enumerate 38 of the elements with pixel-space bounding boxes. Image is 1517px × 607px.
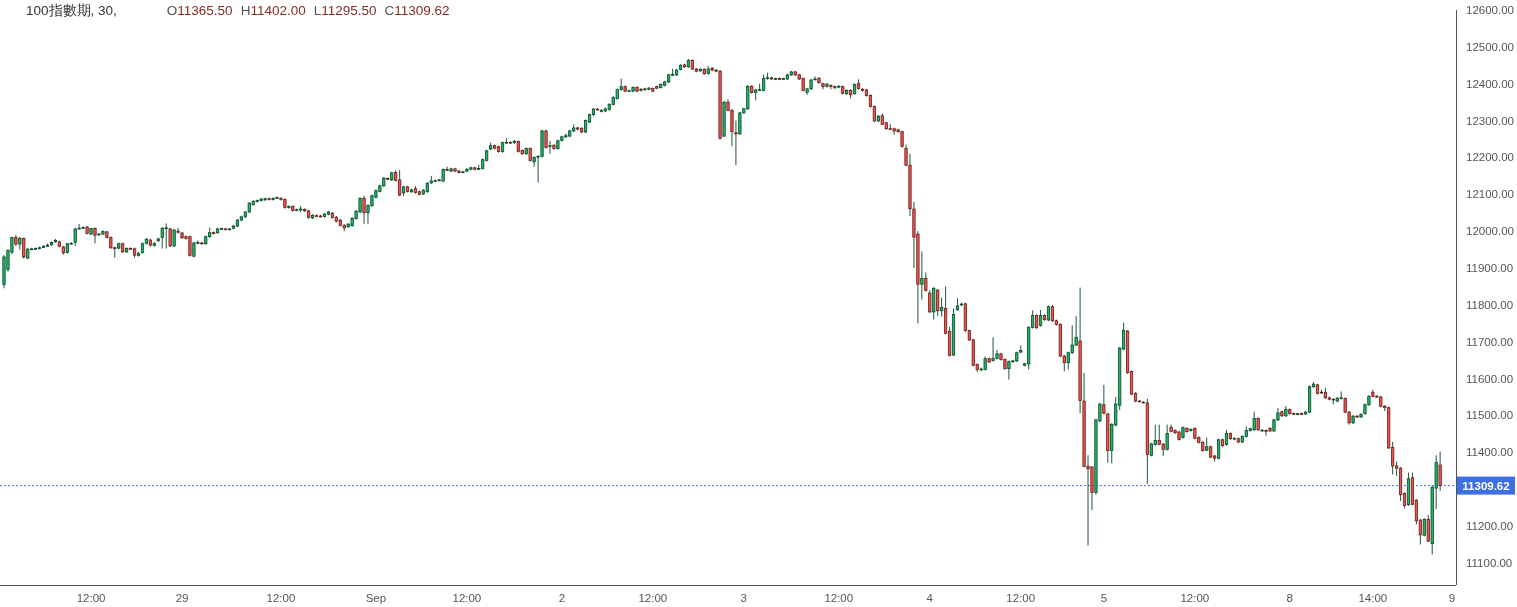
x-tick-label: 12:00 [1006,592,1036,604]
x-tick-label: 12:00 [452,592,482,604]
y-tick-label: 11700.00 [1466,335,1514,348]
x-tick-label: 5 [1100,592,1108,604]
x-tick-label: 12:00 [76,592,106,604]
x-tick-label: 14:00 [1358,592,1388,604]
y-tick-label: 11400.00 [1466,446,1514,459]
y-tick-label: 11600.00 [1466,372,1514,385]
y-tick-label: 12400.00 [1466,77,1514,90]
y-tick-label: 12600.00 [1466,4,1514,16]
x-tick-label: 2 [558,592,566,604]
x-tick-label: 4 [926,592,933,604]
y-tick-label: 12200.00 [1466,151,1514,164]
title: 100指數期, 30, [26,2,117,18]
y-tick-label: 12300.00 [1466,114,1514,127]
y-tick-label: 11800.00 [1466,298,1514,311]
annotation: C11309.62 [384,2,450,18]
annotation: L11295.50 [313,2,377,18]
y-tick-label: 12000.00 [1466,225,1514,238]
x-tick-label: 12:00 [266,592,296,604]
y-tick-label: 11100.00 [1466,556,1513,569]
y-tick-label: 11200.00 [1466,520,1514,533]
x-tick-label: 29 [175,592,189,604]
x-tick-label: 3 [740,592,748,604]
x-tick-label: 12:00 [824,592,854,604]
y-tick-label: 11500.00 [1466,409,1514,422]
ref-line-label: 11309.62 [1462,479,1510,492]
x-tick-label: 12:00 [638,592,668,604]
annotation: H11402.00 [240,2,306,18]
x-tick-label: Sep [365,592,387,604]
x-tick-label: 9 [1448,592,1456,604]
y-tick-label: 11900.00 [1466,262,1514,274]
x-tick-label: 8 [1286,592,1293,604]
y-tick-label: 12500.00 [1466,40,1514,53]
annotation: O11365.50 [166,2,233,18]
x-tick-label: 12:00 [1180,592,1210,604]
ref-line-label: 11309.62 [1457,476,1515,495]
y-tick-label: 12100.00 [1466,188,1514,201]
